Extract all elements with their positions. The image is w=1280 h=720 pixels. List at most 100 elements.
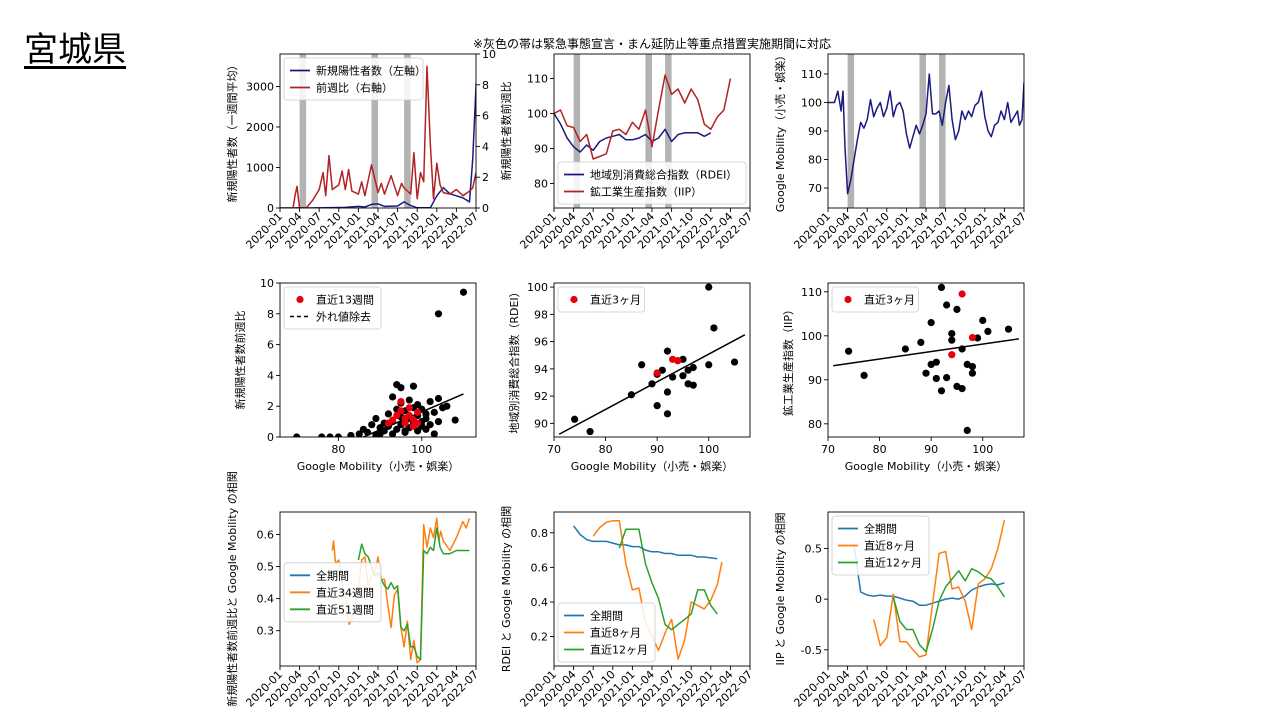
scatter-point-recent xyxy=(397,397,405,406)
y-tick-right-label: 0 xyxy=(482,202,489,215)
scatter-point xyxy=(459,288,468,296)
figure-note: ※灰色の帯は緊急事態宣言・まん延防止等重点措置実施期間に対応 xyxy=(473,36,831,51)
y-tick-right-label: 10 xyxy=(482,48,496,61)
scatter-point xyxy=(705,283,713,291)
scatter-point xyxy=(401,427,409,435)
y-tick-right-label: 4 xyxy=(482,140,489,153)
legend-label: 地域別消費総合指数（RDEI） xyxy=(590,168,737,182)
legend-label: 全期間 xyxy=(316,568,349,582)
series-line xyxy=(280,65,476,208)
series-line xyxy=(828,73,1024,195)
scatter-point xyxy=(943,301,951,309)
y-tick-label: 94 xyxy=(534,363,548,376)
scatter-point xyxy=(958,345,966,353)
y-tick-label: 90 xyxy=(534,143,548,156)
x-tick-label: 70 xyxy=(547,443,561,456)
scatter-point-recent xyxy=(674,357,682,365)
y-tick-label: 0.5 xyxy=(805,542,823,555)
scatter-point-recent xyxy=(397,407,405,415)
scatter-point xyxy=(953,305,961,313)
chart-scatter-iip: 80 90 100 110 70 80 90 100 Google Mobility（小売・娯楽… xyxy=(781,282,1025,473)
y-axis-label: Google Mobility（小売・娯楽） xyxy=(773,50,787,212)
scatter-point xyxy=(443,402,451,410)
y-tick-label: 110 xyxy=(801,286,822,299)
y-tick-label: 80 xyxy=(534,178,548,191)
y-tick-label: 0 xyxy=(267,202,274,215)
band xyxy=(665,54,672,208)
band xyxy=(939,54,946,208)
x-tick-label: 90 xyxy=(650,443,664,456)
legend-label: 直近51週間 xyxy=(316,602,374,616)
y-tick-label: 110 xyxy=(801,68,822,81)
y-tick-label: 10 xyxy=(260,277,274,290)
scatter-point xyxy=(422,414,430,423)
legend: 新規陽性者数（左軸） 前週比（右軸） xyxy=(283,57,426,101)
y-tick-label: 90 xyxy=(808,125,822,138)
scatter-point xyxy=(663,410,672,418)
y-tick-label: 1000 xyxy=(246,161,274,174)
scatter-point xyxy=(984,327,992,335)
legend-box xyxy=(557,602,656,663)
y-tick-right-label: 8 xyxy=(482,79,489,92)
y-tick-label: 0 xyxy=(267,431,274,444)
scatter-point xyxy=(968,369,977,377)
scatter-point xyxy=(347,431,355,437)
plot-area-scatter-rdei xyxy=(558,283,746,436)
scatter-point xyxy=(434,418,443,426)
y-tick-right-label: 2 xyxy=(482,171,489,184)
plot-area-corr-rdei xyxy=(572,519,723,660)
legend-label: 直近8ヶ月 xyxy=(864,539,915,553)
scatter-point xyxy=(318,433,326,437)
scatter-point xyxy=(372,414,380,423)
scatter-point-recent xyxy=(414,419,422,427)
scatter-point xyxy=(663,388,672,396)
y-tick-label: 100 xyxy=(527,108,548,121)
legend-label: 直近3ヶ月 xyxy=(864,293,915,307)
x-tick-label: 100 xyxy=(698,443,719,456)
x-tick-label: 80 xyxy=(599,443,613,456)
y-axis-label: 地域別消費総合指数（RDEI） xyxy=(507,286,521,433)
chart-rdei-iip: 80901001102020-012020-042020-072020-1020… xyxy=(517,53,755,252)
y-tick-label: -0.5 xyxy=(801,644,822,657)
scatter-point xyxy=(927,319,935,327)
scatter-point xyxy=(627,391,635,399)
scatter-point xyxy=(689,363,697,372)
x-axis-label: Google Mobility（小売・娯楽） xyxy=(571,459,733,473)
y-tick-right-label: 6 xyxy=(482,110,489,123)
series-line xyxy=(572,525,718,560)
y-tick-label: 70 xyxy=(808,182,822,195)
y-tick-label: 0.6 xyxy=(531,561,549,574)
scatter-point xyxy=(932,358,940,366)
scatter-point xyxy=(968,363,977,371)
scatter-point xyxy=(653,402,661,410)
band xyxy=(371,54,378,208)
series-line xyxy=(554,74,732,160)
scatter-point-recent xyxy=(653,369,661,377)
scatter-point-recent xyxy=(393,411,401,420)
y-axis-label: 新規陽性者数前週比と Google Mobility の相関 xyxy=(225,471,239,706)
scatter-point xyxy=(689,381,697,389)
legend-swatch xyxy=(844,295,852,304)
scatter-point xyxy=(638,361,646,369)
y-axis-label: RDEI と Google Mobility の相関 xyxy=(500,506,513,672)
band xyxy=(573,54,581,208)
scatter-point xyxy=(901,345,909,353)
legend-box xyxy=(283,286,382,330)
band xyxy=(919,54,926,208)
legend-label: 直近8ヶ月 xyxy=(590,626,641,640)
series-line xyxy=(872,519,1006,658)
scatter-point xyxy=(922,369,930,377)
scatter-point xyxy=(979,316,987,324)
y-tick-label: 2000 xyxy=(246,121,274,134)
scatter-point xyxy=(434,310,443,318)
y-tick-label: 0.3 xyxy=(257,625,275,638)
scatter-point xyxy=(430,430,438,437)
scatter-point xyxy=(705,361,713,369)
scatter-point xyxy=(451,416,459,424)
plot-area-rdei-iip xyxy=(554,54,732,208)
scatter-point xyxy=(973,334,982,342)
x-tick-label: 80 xyxy=(331,443,345,456)
scatter-point xyxy=(845,347,853,355)
scatter-point xyxy=(1004,325,1013,333)
